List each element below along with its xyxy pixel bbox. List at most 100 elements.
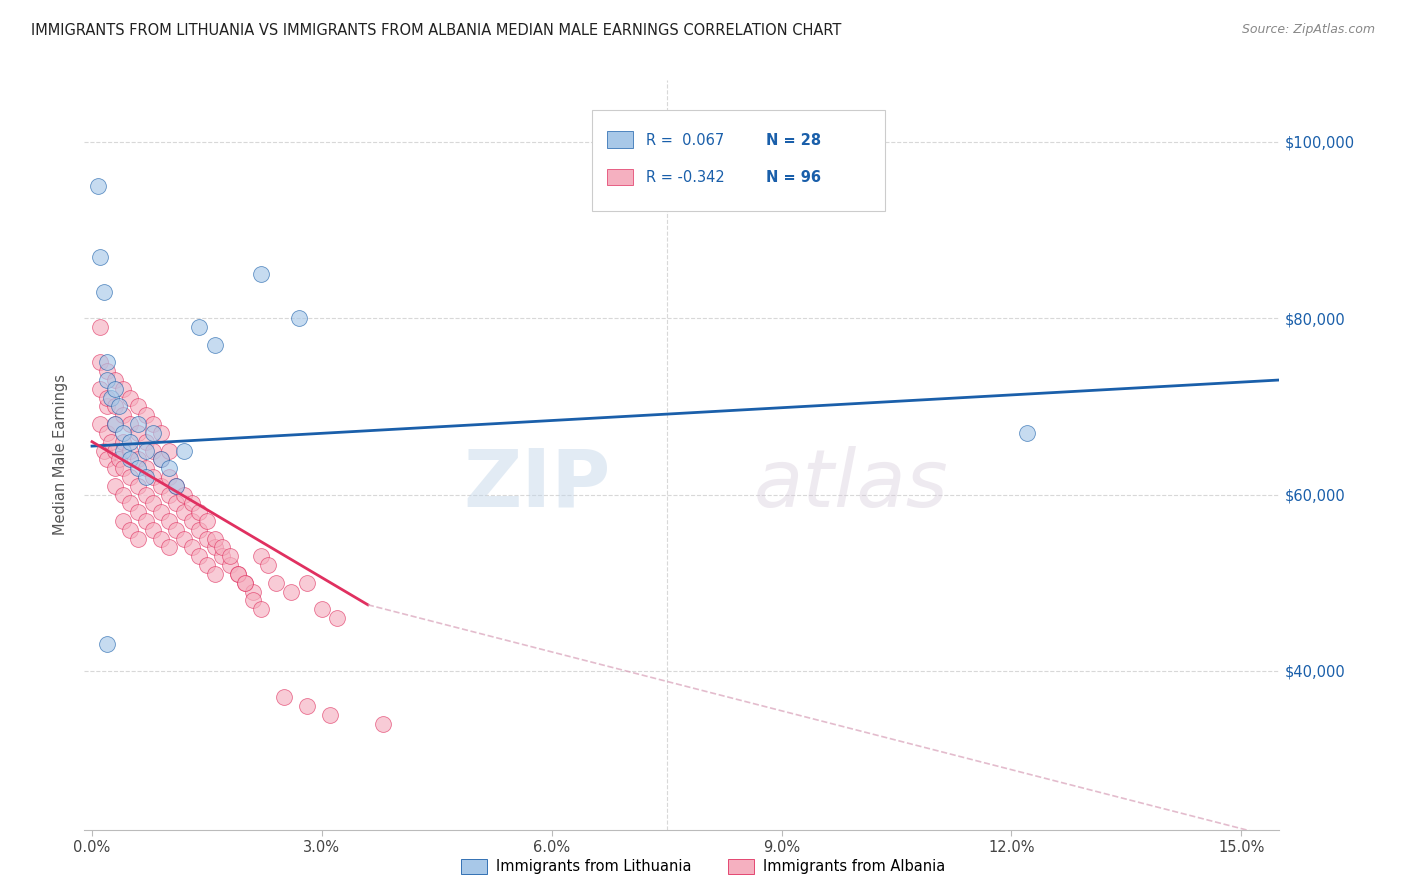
Point <box>295 575 318 590</box>
Point <box>195 532 218 546</box>
Point <box>211 549 233 564</box>
Point <box>226 566 249 581</box>
Point <box>157 443 180 458</box>
Point <box>219 558 242 573</box>
Point <box>233 575 256 590</box>
Point <box>96 400 118 414</box>
Point <box>96 373 118 387</box>
Text: atlas: atlas <box>754 446 949 524</box>
Point <box>120 452 142 467</box>
Point <box>188 505 211 519</box>
Point <box>249 602 271 616</box>
Point <box>157 514 180 528</box>
Y-axis label: Median Male Earnings: Median Male Earnings <box>53 375 69 535</box>
Point <box>111 434 134 449</box>
Point <box>127 417 149 431</box>
Point <box>127 425 149 440</box>
Point <box>111 487 134 501</box>
Point <box>135 470 157 484</box>
Point <box>165 523 187 537</box>
Point <box>120 523 142 537</box>
Point <box>149 452 172 467</box>
Text: R = -0.342: R = -0.342 <box>647 170 725 186</box>
Point <box>373 716 395 731</box>
Text: N = 28: N = 28 <box>766 133 821 148</box>
Point <box>173 505 195 519</box>
FancyBboxPatch shape <box>606 169 633 186</box>
Point <box>142 496 165 510</box>
Point <box>111 514 134 528</box>
Point <box>219 549 242 564</box>
Point <box>195 514 218 528</box>
Point <box>142 443 165 458</box>
Point <box>157 461 180 475</box>
Point <box>135 409 157 423</box>
Point <box>142 523 165 537</box>
Point <box>242 593 264 607</box>
Point <box>89 417 111 431</box>
Point <box>135 514 157 528</box>
Point <box>204 532 226 546</box>
Point <box>96 355 118 369</box>
Point <box>318 708 340 723</box>
Point <box>96 425 118 440</box>
Point <box>108 452 131 467</box>
Point <box>226 566 249 581</box>
Point <box>157 541 180 555</box>
Point <box>149 532 172 546</box>
Point <box>242 584 264 599</box>
Point <box>188 549 211 564</box>
Point <box>204 566 226 581</box>
Point <box>89 382 111 396</box>
Point <box>127 479 149 493</box>
Point <box>96 637 118 651</box>
Point <box>104 443 127 458</box>
Point <box>111 425 134 440</box>
Point <box>149 425 172 440</box>
Point <box>100 391 122 405</box>
Point <box>188 523 211 537</box>
Point <box>180 514 202 528</box>
Point <box>89 355 111 369</box>
Text: Source: ZipAtlas.com: Source: ZipAtlas.com <box>1241 23 1375 37</box>
Point <box>96 391 118 405</box>
Point <box>127 400 149 414</box>
Point <box>135 434 157 449</box>
Point <box>188 320 211 334</box>
Point <box>173 443 195 458</box>
Point <box>120 496 142 510</box>
Point <box>111 409 134 423</box>
Point <box>104 373 127 387</box>
Point <box>165 479 187 493</box>
Point <box>104 382 127 396</box>
Point <box>93 285 115 299</box>
Point <box>280 584 302 599</box>
Point <box>288 311 311 326</box>
Point <box>120 470 142 484</box>
Point <box>142 417 165 431</box>
Point <box>104 479 127 493</box>
Point <box>326 611 349 625</box>
Point <box>135 487 157 501</box>
Point <box>100 434 122 449</box>
Point <box>157 487 180 501</box>
Point <box>257 558 280 573</box>
Text: IMMIGRANTS FROM LITHUANIA VS IMMIGRANTS FROM ALBANIA MEDIAN MALE EARNINGS CORREL: IMMIGRANTS FROM LITHUANIA VS IMMIGRANTS … <box>31 23 841 38</box>
Point <box>264 575 287 590</box>
Point <box>120 434 142 449</box>
Point <box>273 690 295 705</box>
Point <box>104 417 127 431</box>
Text: N = 96: N = 96 <box>766 170 821 186</box>
Point <box>1015 425 1038 440</box>
Point <box>104 417 127 431</box>
Point <box>93 443 115 458</box>
Point <box>127 452 149 467</box>
Point <box>111 461 134 475</box>
Point <box>108 400 131 414</box>
Point <box>180 541 202 555</box>
Point <box>311 602 333 616</box>
Point <box>127 505 149 519</box>
Point <box>104 461 127 475</box>
Text: ZIP: ZIP <box>463 446 610 524</box>
Point <box>249 549 271 564</box>
